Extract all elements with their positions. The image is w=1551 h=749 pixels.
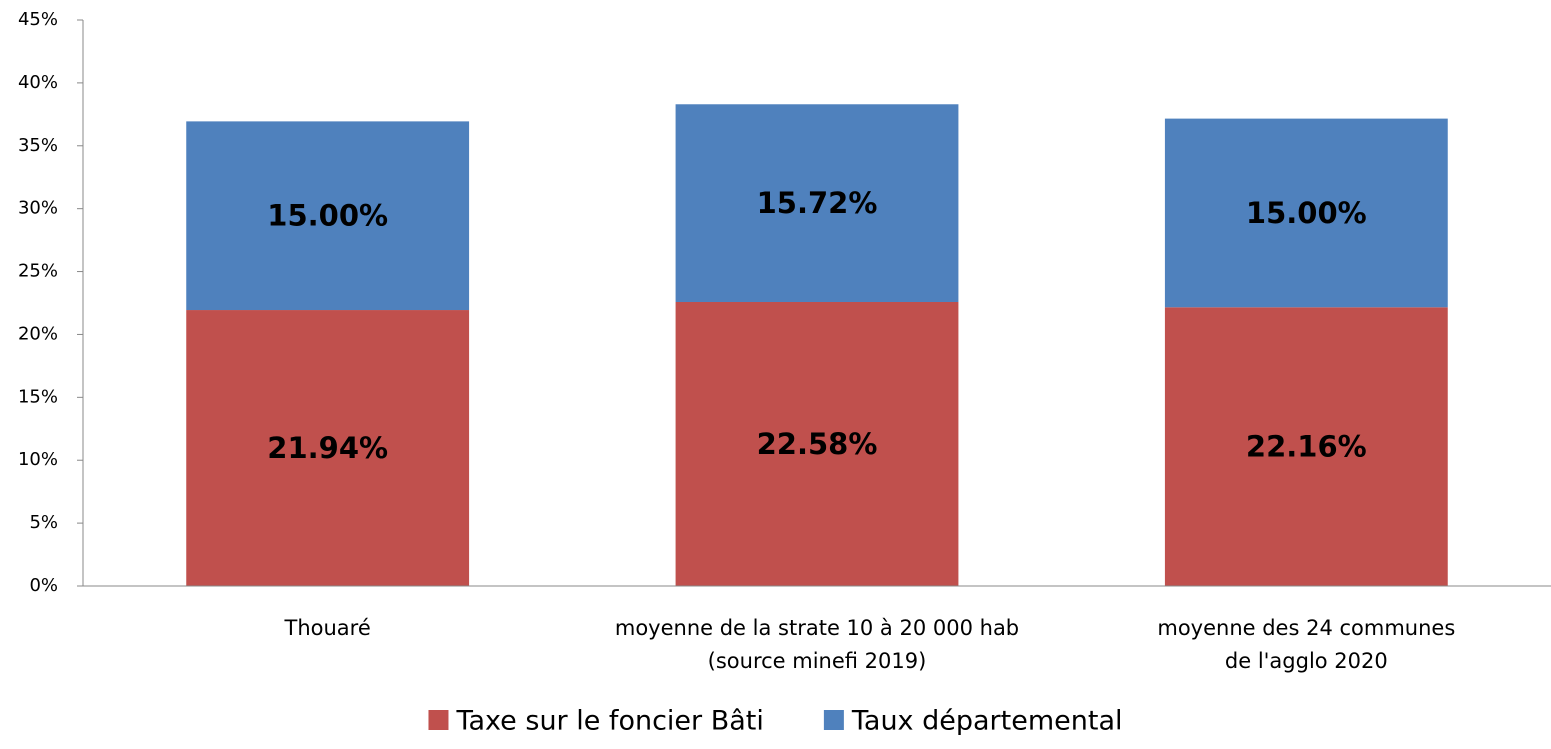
legend-swatch xyxy=(428,710,449,730)
x-tick-label: Thouaré xyxy=(284,616,371,640)
y-tick-label: 45% xyxy=(18,9,58,30)
y-tick-label: 5% xyxy=(29,512,58,533)
y-tick-label: 35% xyxy=(18,135,58,156)
bar-segment xyxy=(1164,307,1448,586)
y-tick-label: 25% xyxy=(18,261,58,282)
bar-segment xyxy=(675,104,959,302)
y-tick-label: 10% xyxy=(18,449,58,470)
data-label: 21.94% xyxy=(267,431,388,465)
y-tick-label: 15% xyxy=(18,386,58,407)
bar-segment xyxy=(186,121,470,311)
legend-label: Taxe sur le foncier Bâti xyxy=(455,706,763,737)
x-tick-label: moyenne des 24 communes de l'agglo 2020 xyxy=(1157,616,1456,673)
data-label: 15.00% xyxy=(267,199,388,233)
legend-swatch xyxy=(823,710,844,730)
y-tick-label: 30% xyxy=(18,198,58,219)
bar-segment xyxy=(186,310,470,586)
bar-segment xyxy=(675,301,959,586)
data-label: 22.16% xyxy=(1246,430,1367,464)
y-tick-label: 0% xyxy=(29,575,58,596)
x-tick-label: moyenne de la strate 10 à 20 000 hab (so… xyxy=(614,616,1020,673)
legend-label: Taux départemental xyxy=(851,706,1123,737)
data-label: 22.58% xyxy=(757,427,878,461)
bar-segment xyxy=(1164,118,1448,308)
y-tick-label: 40% xyxy=(18,72,58,93)
data-label: 15.00% xyxy=(1246,196,1367,230)
data-label: 15.72% xyxy=(757,186,878,220)
y-tick-label: 20% xyxy=(18,323,58,344)
